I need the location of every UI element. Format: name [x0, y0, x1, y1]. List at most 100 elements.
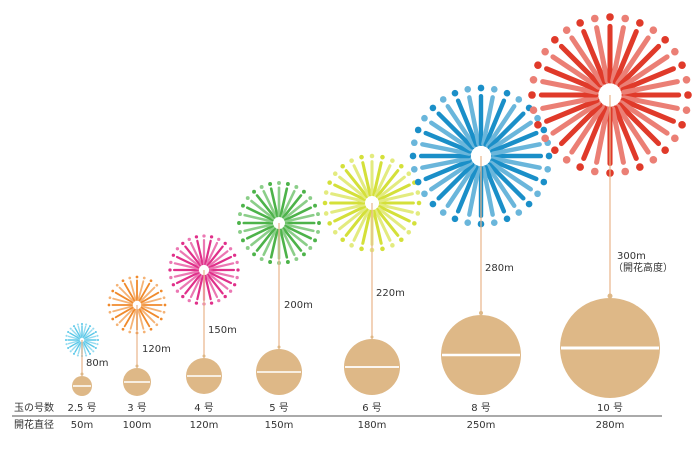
- shell-1-burst-petal: [137, 308, 145, 330]
- shell-1-burst-tip: [159, 289, 163, 293]
- shell-2-burst-tip: [181, 241, 185, 246]
- shell-1-ball-fuse: [135, 364, 139, 368]
- shell-3-burst-petal: [280, 228, 296, 257]
- shell-1-burst-tip: [149, 327, 153, 331]
- shell-0-burst: [64, 322, 100, 358]
- shell-2-burst-petal: [205, 274, 219, 299]
- shell-1-burst-tip: [128, 276, 132, 280]
- shell-0-burst-petal: [77, 342, 82, 355]
- shell-0-burst-tip: [85, 323, 88, 326]
- shell-6-burst-tip: [534, 121, 542, 129]
- shell-2-burst-petal: [204, 274, 212, 301]
- shell-4-burst-petal: [372, 209, 383, 245]
- shell-6-burst-tip: [562, 156, 571, 164]
- shell-6-burst-petal: [610, 25, 626, 84]
- shell-6-ball: [560, 293, 660, 398]
- shell-5-burst-tip: [464, 219, 472, 227]
- shell-5-burst-tip: [414, 126, 422, 134]
- shell-4-burst-petal: [344, 208, 369, 237]
- shell-5-burst-tip: [421, 114, 428, 122]
- shell-5-burst-petal: [481, 95, 495, 147]
- shell-6-burst-petal: [569, 104, 605, 155]
- shell-1-burst-tip: [121, 279, 125, 283]
- shell-1-burst-tip: [121, 327, 125, 331]
- shell-2-burst-tip: [228, 289, 233, 293]
- shell-2-burst-tip: [235, 275, 239, 280]
- shell-5-burst-petal: [483, 98, 507, 147]
- shell-3-burst-tip: [285, 260, 290, 264]
- shell-6-burst-tip: [562, 26, 571, 34]
- shell-2-burst-petal: [208, 271, 233, 285]
- shell-2-burst-tip: [169, 260, 173, 265]
- shell-6-burst-tip: [661, 146, 669, 154]
- shell-1-burst-tip: [142, 330, 146, 334]
- shell-4-burst-petal: [377, 206, 406, 231]
- shell-5-burst-petal: [445, 104, 477, 149]
- shell-3-burst-petal: [255, 227, 276, 252]
- shell-3-burst-tip: [294, 257, 299, 261]
- shell-size-row: 2.5 号 3 号 4 号 5 号 6 号 8 号 10 号: [67, 402, 623, 414]
- shell-5-burst-tip: [410, 165, 418, 173]
- shell-3-burst-tip: [301, 189, 306, 194]
- shell-2-burst-tip: [235, 260, 239, 265]
- shell-5-burst-petal: [467, 95, 481, 147]
- shell-5-burst-tip: [421, 190, 428, 198]
- shell-3-burst-tip: [268, 260, 273, 264]
- shell-3-burst-petal: [284, 223, 315, 233]
- shell-5-burst-petal: [490, 130, 539, 154]
- shell-2-size-label: 4 号: [194, 402, 214, 414]
- shell-0-ball-fuse: [80, 372, 84, 376]
- shell-1-burst-petal: [123, 308, 136, 328]
- shell-6-burst-tip: [684, 91, 692, 99]
- shell-2-burst-tip: [168, 268, 172, 272]
- shell-6-burst-tip: [529, 75, 538, 84]
- shell-2-burst-tip: [171, 253, 176, 257]
- shell-0-burst-tip: [76, 323, 79, 326]
- shell-4-burst-tip: [369, 153, 375, 159]
- shell-6-burst-petal: [610, 106, 626, 165]
- shell-3-burst-tip: [308, 196, 313, 201]
- shell-3-burst-tip: [308, 245, 313, 250]
- shell-0-burst-tip: [67, 346, 70, 350]
- shell-0-burst-petal: [71, 341, 81, 351]
- shell-2-burst-tip: [175, 247, 180, 251]
- shell-1-burst-tip: [115, 283, 119, 287]
- shell-6-burst-tip: [541, 47, 549, 56]
- shell-6-burst-petal: [594, 25, 610, 84]
- shell-1-burst-petal: [129, 280, 137, 302]
- shell-0-burst-tip: [96, 334, 99, 337]
- shell-5-burst-petal: [490, 158, 539, 182]
- shell-4-burst-petal: [374, 209, 392, 242]
- shell-2-ball-fuse: [202, 354, 206, 358]
- shell-4-burst-tip: [340, 237, 345, 243]
- shell-6-burst-petal: [540, 95, 599, 111]
- shell-3-burst-petal: [284, 213, 315, 223]
- shell-0-burst-petal: [83, 332, 95, 340]
- shell-3-burst-tip: [316, 212, 320, 217]
- shell-5-burst-tip: [544, 165, 552, 173]
- shell-3-diameter-label: 150m: [265, 420, 294, 431]
- shell-2-burst-petal: [205, 241, 219, 266]
- shell-6-burst-tip: [576, 163, 584, 171]
- shell-2-burst-petal: [208, 262, 235, 270]
- shell-0-burst-tip: [72, 325, 76, 328]
- shell-6-height-note: （開花高度）: [613, 261, 673, 274]
- shell-3-burst-petal: [243, 213, 274, 223]
- shell-3-burst-tip: [268, 182, 273, 186]
- shell-0-burst-tip: [65, 343, 68, 346]
- shell-4-burst-tip: [406, 171, 412, 176]
- shell-0-burst-tip: [92, 327, 95, 330]
- shell-5-ball: [441, 311, 521, 395]
- shell-5-burst-petal: [485, 104, 517, 149]
- shell-2-burst-petal: [173, 270, 200, 278]
- shell-6-burst-tip: [534, 61, 542, 69]
- shell-4-burst-tip: [390, 158, 395, 163]
- shell-4-burst-tip: [359, 154, 364, 160]
- shell-3-burst-tip: [252, 189, 257, 194]
- shell-0-burst-tip: [76, 354, 79, 357]
- shell-3-burst-tip: [259, 257, 264, 261]
- shell-1-burst-petal: [112, 305, 134, 313]
- shell-0-burst-tip: [94, 346, 97, 350]
- shell-2-burst-tip: [169, 275, 173, 280]
